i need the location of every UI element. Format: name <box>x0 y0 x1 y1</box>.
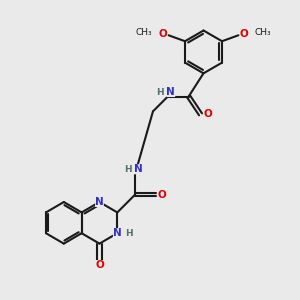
Text: CH₃: CH₃ <box>255 28 272 37</box>
Text: H: H <box>157 88 164 97</box>
Text: O: O <box>158 29 167 39</box>
Text: N: N <box>113 228 122 238</box>
Text: O: O <box>158 190 166 200</box>
Text: H: H <box>124 165 131 174</box>
Text: O: O <box>204 109 212 119</box>
Text: N: N <box>167 87 175 97</box>
Text: O: O <box>240 29 249 39</box>
Text: H: H <box>125 229 132 238</box>
Text: O: O <box>95 260 104 270</box>
Text: N: N <box>95 197 104 207</box>
Text: N: N <box>134 164 142 174</box>
Text: CH₃: CH₃ <box>136 28 152 37</box>
